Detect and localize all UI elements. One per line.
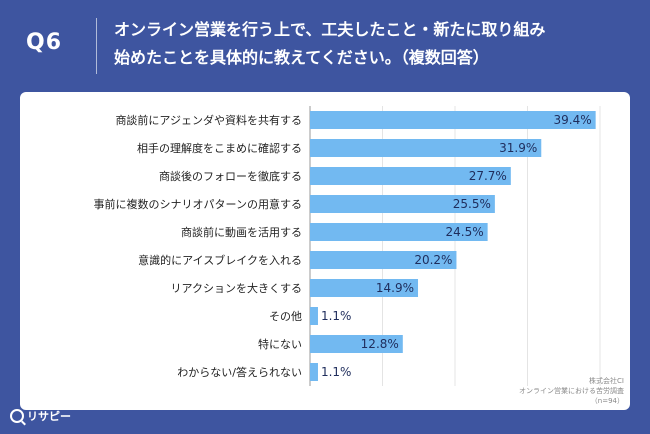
bar	[310, 139, 542, 157]
question-line-2: 始めたことを具体的に教えてください。（複数回答）	[114, 48, 489, 67]
value-label: 39.4%	[554, 113, 592, 127]
source-note: 株式会社CI オンライン営業における苦労調査 （n=94）	[424, 376, 624, 406]
value-label: 25.5%	[453, 197, 491, 211]
category-label: 商談後のフォローを徹底する	[159, 169, 302, 183]
category-label: 特にない	[258, 337, 302, 351]
bar	[310, 223, 488, 241]
category-label: 商談前に動画を活用する	[181, 225, 302, 239]
category-label: 意識的にアイスブレイクを入れる	[138, 253, 302, 267]
bar	[310, 335, 403, 353]
category-label: 事前に複数のシナリオパターンの用意する	[94, 197, 302, 211]
category-label: その他	[269, 310, 302, 323]
bar	[310, 111, 596, 129]
source-company: 株式会社CI	[589, 377, 624, 385]
bar	[310, 279, 419, 297]
bar	[310, 195, 495, 213]
question-title: オンライン営業を行う上で、工夫したこと・新たに取り組み 始めたことを具体的に教え…	[114, 16, 634, 72]
header-divider	[96, 18, 97, 74]
bar	[310, 251, 457, 269]
value-label: 1.1%	[321, 309, 352, 323]
bar	[310, 363, 318, 381]
sample-size: （n=94）	[590, 397, 624, 405]
brand-logo: リサピー	[10, 408, 71, 424]
brand-name: リサピー	[27, 410, 71, 423]
question-number: Q6	[26, 30, 63, 55]
source-survey: オンライン営業における苦労調査	[519, 387, 624, 395]
value-label: 1.1%	[321, 365, 352, 379]
question-line-1: オンライン営業を行う上で、工夫したこと・新たに取り組み	[114, 20, 546, 39]
value-label: 24.5%	[446, 225, 484, 239]
chart-card: 商談前にアジェンダや資料を共有する 39.4% 相手の理解度をこまめに確認する 31.…	[20, 92, 630, 410]
header: Q6 オンライン営業を行う上で、工夫したこと・新たに取り組み 始めたことを具体的…	[0, 0, 650, 88]
category-label: 相手の理解度をこまめに確認する	[137, 141, 302, 155]
bar	[310, 167, 511, 185]
category-label: わからない/答えられない	[177, 365, 302, 379]
magnifier-icon	[10, 409, 24, 423]
value-label: 12.8%	[361, 337, 399, 351]
bar	[310, 307, 318, 325]
category-label: 商談前にアジェンダや資料を共有する	[115, 113, 302, 127]
value-label: 14.9%	[376, 281, 414, 295]
value-label: 27.7%	[469, 169, 507, 183]
category-label: リアクションを大きくする	[171, 281, 302, 295]
value-label: 20.2%	[414, 253, 452, 267]
bar-chart: 商談前にアジェンダや資料を共有する 39.4% 相手の理解度をこまめに確認する 31.…	[94, 106, 601, 386]
value-label: 31.9%	[499, 141, 537, 155]
